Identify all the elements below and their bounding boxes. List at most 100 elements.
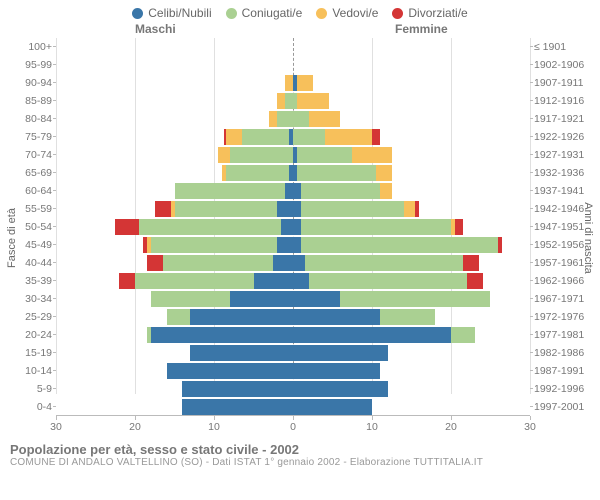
bar-segment <box>171 201 175 217</box>
age-row: 10-141987-1991 <box>56 363 530 379</box>
legend-label: Celibi/Nubili <box>148 6 211 20</box>
age-label: 20-24 <box>10 329 56 341</box>
bar-segment <box>281 219 293 235</box>
bar-segment <box>269 111 277 127</box>
age-label: 40-44 <box>10 257 56 269</box>
year-label: 1987-1991 <box>530 365 592 377</box>
age-label: 45-49 <box>10 239 56 251</box>
bar-segment <box>372 129 380 145</box>
bar-segment <box>135 273 254 289</box>
bar-segment <box>380 183 392 199</box>
y-tick <box>530 208 533 209</box>
bar-segment <box>293 309 380 325</box>
y-tick <box>530 244 533 245</box>
year-label: 1917-1921 <box>530 113 592 125</box>
x-tick <box>214 416 215 420</box>
age-label: 10-14 <box>10 365 56 377</box>
year-label: 1982-1986 <box>530 347 592 359</box>
bar-segment <box>451 327 475 343</box>
y-tick <box>530 82 533 83</box>
bar-segment <box>325 129 372 145</box>
bar-segment <box>293 381 388 397</box>
year-label: 1997-2001 <box>530 401 592 413</box>
y-tick <box>53 370 56 371</box>
bar-segment <box>498 237 502 253</box>
year-label: 1907-1911 <box>530 77 592 89</box>
bar-segment <box>293 291 340 307</box>
y-tick <box>53 244 56 245</box>
bar-segment <box>285 183 293 199</box>
bar-segment <box>301 237 499 253</box>
age-row: 70-741927-1931 <box>56 147 530 163</box>
y-tick <box>530 334 533 335</box>
y-tick <box>530 118 533 119</box>
age-row: 5-91992-1996 <box>56 381 530 397</box>
bar-segment <box>305 255 463 271</box>
y-tick <box>530 316 533 317</box>
bar-segment <box>301 201 404 217</box>
bar-segment <box>293 219 301 235</box>
y-tick <box>53 280 56 281</box>
bar-segment <box>155 201 171 217</box>
bar-segment <box>297 75 313 91</box>
bar-segment <box>301 219 451 235</box>
year-label: ≤ 1901 <box>530 41 592 53</box>
bar-segment <box>182 381 293 397</box>
male-label: Maschi <box>135 22 176 36</box>
bar-segment <box>151 237 277 253</box>
y-tick <box>53 172 56 173</box>
x-tick-label: 30 <box>524 421 536 433</box>
bar-segment <box>463 255 479 271</box>
chart-footer: Popolazione per età, sesso e stato civil… <box>0 438 600 468</box>
age-row: 65-691932-1936 <box>56 165 530 181</box>
year-label: 1927-1931 <box>530 149 592 161</box>
x-tick-label: 20 <box>445 421 457 433</box>
chart-title: Popolazione per età, sesso e stato civil… <box>10 442 590 457</box>
bar-segment <box>293 273 309 289</box>
bar-segment <box>147 237 151 253</box>
legend-swatch <box>392 8 403 19</box>
age-label: 55-59 <box>10 203 56 215</box>
bar-segment <box>297 93 329 109</box>
y-tick <box>530 64 533 65</box>
age-label: 15-19 <box>10 347 56 359</box>
y-tick <box>53 190 56 191</box>
y-tick <box>530 406 533 407</box>
year-label: 1957-1961 <box>530 257 592 269</box>
bar-segment <box>242 129 289 145</box>
year-label: 1967-1971 <box>530 293 592 305</box>
bar-segment <box>230 291 293 307</box>
age-row: 55-591942-1946 <box>56 201 530 217</box>
y-tick <box>53 316 56 317</box>
bar-segment <box>273 255 293 271</box>
bar-segment <box>182 399 293 415</box>
age-row: 50-541947-1951 <box>56 219 530 235</box>
x-tick <box>451 416 452 420</box>
bar-segment <box>167 309 191 325</box>
legend-item: Celibi/Nubili <box>132 6 211 20</box>
y-tick <box>530 46 533 47</box>
age-row: 40-441957-1961 <box>56 255 530 271</box>
bar-segment <box>226 129 242 145</box>
y-tick <box>53 136 56 137</box>
bar-segment <box>376 165 392 181</box>
chart-subtitle: COMUNE DI ANDALO VALTELLINO (SO) - Dati … <box>10 457 590 468</box>
y-tick <box>53 298 56 299</box>
age-row: 25-291972-1976 <box>56 309 530 325</box>
y-tick <box>53 118 56 119</box>
bar-segment <box>293 201 301 217</box>
y-tick <box>53 64 56 65</box>
year-label: 1992-1996 <box>530 383 592 395</box>
female-label: Femmine <box>395 22 448 36</box>
year-label: 1962-1966 <box>530 275 592 287</box>
legend-item: Vedovi/e <box>316 6 378 20</box>
age-row: 100+≤ 1901 <box>56 39 530 55</box>
age-row: 95-991902-1906 <box>56 57 530 73</box>
x-tick <box>372 416 373 420</box>
age-label: 95-99 <box>10 59 56 71</box>
x-tick <box>530 416 531 420</box>
bar-segment <box>151 327 293 343</box>
bar-segment <box>147 327 151 343</box>
y-tick <box>530 136 533 137</box>
plot-rows: 100+≤ 190195-991902-190690-941907-191185… <box>56 38 530 416</box>
